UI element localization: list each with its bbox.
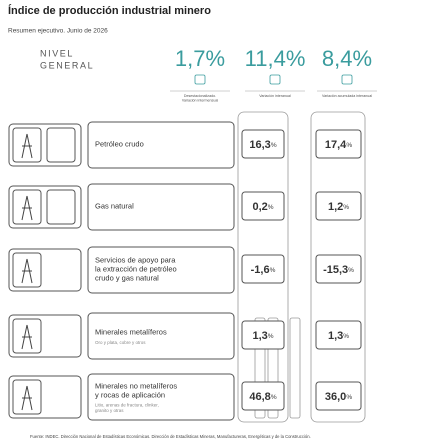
caption: Variación acumulada interanual [322,94,372,98]
value-number: 1,3 [328,330,343,342]
value-unit: % [353,46,373,71]
icon-box [46,127,76,163]
value: 1,7% [175,46,225,71]
value: 11,4% [245,46,306,71]
value-number: 1,3 [252,330,267,342]
row-label: Gas natural [95,201,134,210]
value-number: -1,6 [251,264,270,276]
value: 1,3% [328,330,349,342]
value-box [315,191,362,221]
row-label: la extracción de petróleo [95,264,177,273]
label-box [87,373,235,421]
caption: Variación interanual [259,94,291,98]
subtitle: Resumen ejecutivo. Junio de 2026 [8,28,108,35]
value-number: 11,4 [245,46,286,71]
row-label: Minerales metalíferos [95,328,167,337]
value-box [241,129,285,159]
icon-box [46,189,76,225]
row-label: crudo y gas natural [95,273,159,282]
value: 8,4% [322,46,372,71]
value-number: 36,0 [325,391,346,403]
value: 1,2% [328,201,349,213]
value-number: 16,3 [249,139,270,151]
value-unit: % [271,394,277,401]
label-box [87,312,235,360]
icon [21,133,33,159]
value-unit: % [346,142,352,149]
value: -15,3% [323,264,354,276]
decor [289,317,301,419]
icon-box [12,379,42,415]
value-number: 1,2 [328,201,343,213]
caption: Variación intermensual [182,98,218,102]
value: 17,4% [325,139,352,151]
value-box [315,320,362,350]
value-box [315,254,362,284]
label-box [87,246,235,294]
title: Índice de producción industrial minero [8,4,211,17]
icon-box [12,252,42,288]
decor [267,317,279,419]
row-label: Servicios de apoyo para [95,255,176,264]
row-label: Minerales no metalíferos [95,381,177,390]
value-unit: % [271,142,277,149]
value-unit: % [348,267,354,274]
calendar-icon [194,74,206,85]
value-unit: % [286,46,306,71]
value-unit: % [346,394,352,401]
value-box [241,381,285,411]
row-note: Oro y plata, cobre y otros [95,340,146,345]
value: 0,2% [252,201,273,213]
source: Fuente: INDEC. Dirección Nacional de Est… [30,434,311,439]
icon [21,324,33,350]
level-label: GENERAL [40,60,94,70]
row-label: y rocas de aplicación [95,390,165,399]
value: -1,6% [251,264,276,276]
column-frame [310,111,366,423]
icon-box [12,189,42,225]
value-unit: % [268,204,274,211]
calendar-icon [269,74,281,85]
icon [21,385,33,411]
icon [21,258,33,284]
row-label: Petróleo crudo [95,139,144,148]
calendar-icon [341,74,353,85]
label-box [87,183,235,231]
icon [21,195,33,221]
value-number: 1,7 [175,46,206,71]
value-box [241,320,285,350]
caption: Desestacionalizado. [184,94,216,98]
value-unit: % [268,333,274,340]
value-box [315,381,362,411]
decor [254,317,266,419]
level-label: NIVEL [40,48,74,58]
value-unit: % [270,267,276,274]
value: 1,3% [252,330,273,342]
value: 36,0% [325,391,352,403]
value-unit: % [343,333,349,340]
column-frame [237,111,289,423]
value-box [241,254,285,284]
value-number: 8,4 [322,46,353,71]
row-note: Litio, arenas de fractura, clinker, [95,403,159,408]
value-unit: % [206,46,226,71]
value-number: 17,4 [325,139,347,151]
value-box [315,129,362,159]
value-number: 46,8 [249,391,270,403]
value-box [241,191,285,221]
value-number: 0,2 [252,201,267,213]
value: 46,8% [249,391,276,403]
value-number: -15,3 [323,264,348,276]
label-box [87,121,235,169]
icon-box [12,318,42,354]
value: 16,3% [249,139,276,151]
row-note: granito y otras [95,408,124,413]
value-unit: % [343,204,349,211]
icon-box [12,127,42,163]
